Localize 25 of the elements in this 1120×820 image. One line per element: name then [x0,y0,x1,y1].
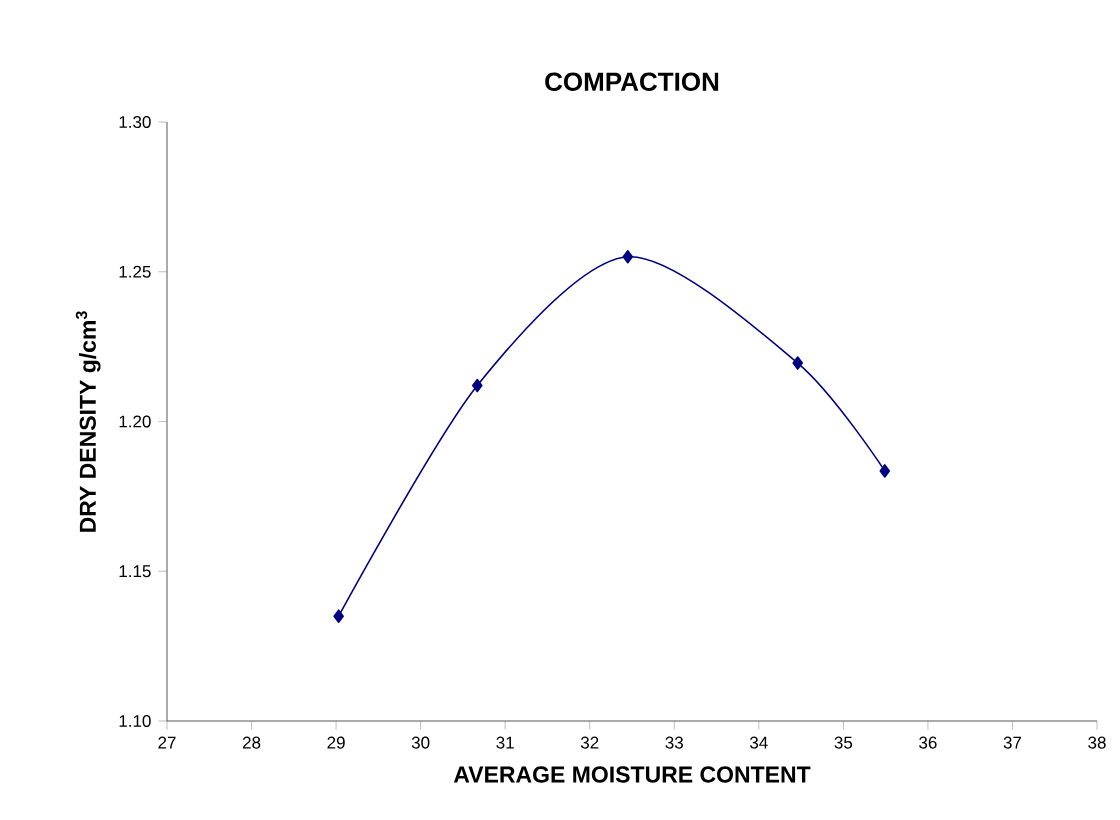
y-tick-label: 1.30 [119,115,151,129]
point [879,464,891,478]
x-tick-label: 33 [665,736,683,749]
y-tick-label: 1.25 [119,265,151,278]
y-tick-label: 1.20 [119,415,151,428]
x-tick-label: 38 [1088,736,1106,749]
x-tick-label: 34 [750,736,768,749]
x-tick-label: 30 [411,736,430,749]
x-tick-label: 29 [327,736,345,749]
x-axis-title: AVERAGE MOISTURE CONTENT [453,766,811,783]
x-tick-label: 31 [496,736,514,749]
y-tick-label: 1.10 [119,715,151,728]
y-axis-title: DRY DENSITY g/cm$^{3}$ [75,311,101,532]
x-tick-label: 27 [158,736,176,749]
x-tick-label: 32 [580,736,599,749]
x-tick-label: 35 [834,736,853,749]
x-tick-label: 36 [919,736,937,749]
point [622,249,634,264]
point [333,609,344,623]
chart-title: COMPACTION [545,72,719,91]
point [792,356,804,370]
y-tick-label: 1.15 [119,565,151,578]
x-tick-label: 28 [242,736,261,749]
x-tick-label: 37 [1003,736,1022,749]
point [471,378,483,393]
